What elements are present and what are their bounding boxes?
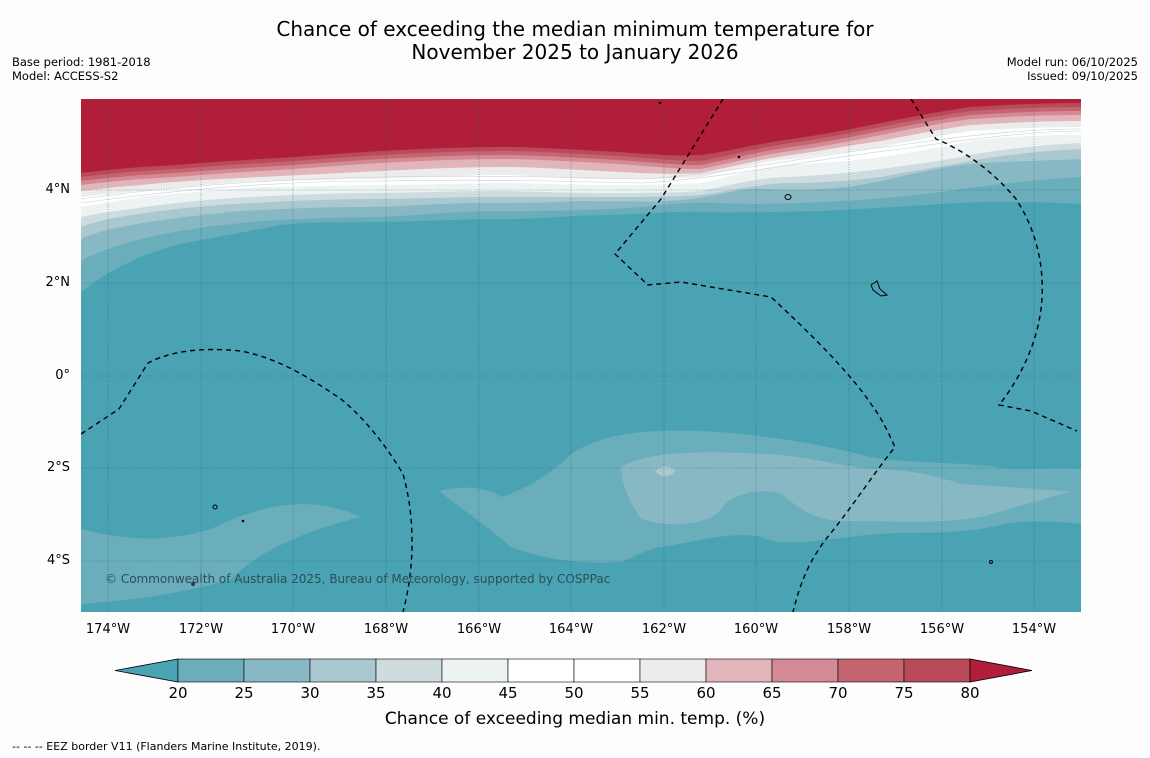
issued-date: Issued: 09/10/2025 xyxy=(1027,69,1138,83)
lon-label-174W: 174°W xyxy=(85,622,131,637)
colorbar-tick-40: 40 xyxy=(432,684,452,702)
island-c xyxy=(212,504,218,510)
south-patch-central xyxy=(439,430,1081,563)
footnote-eez: -- -- -- EEZ border V11 (Flanders Marine… xyxy=(12,740,321,753)
lon-label-170W: 170°W xyxy=(270,622,316,637)
island-d xyxy=(989,560,993,564)
lat-label-2S: 2°S xyxy=(46,460,70,475)
islands xyxy=(191,101,993,586)
island-f xyxy=(658,101,662,105)
colorbar-tick-80: 80 xyxy=(960,684,980,702)
island-a xyxy=(784,194,792,200)
colorbar-swatch-30 xyxy=(309,658,377,683)
south-patch-spot xyxy=(655,466,675,477)
colorbar-tick-30: 30 xyxy=(300,684,320,702)
colorbar-swatch-45 xyxy=(507,658,575,683)
colorbar-swatch-60 xyxy=(705,658,773,683)
colorbar xyxy=(114,658,1033,683)
colorbar-tick-65: 65 xyxy=(762,684,782,702)
colorbar-tick-25: 25 xyxy=(234,684,254,702)
lon-label-158W: 158°W xyxy=(826,622,872,637)
lon-label-154W: 154°W xyxy=(1011,622,1057,637)
lat-label-4N: 4°N xyxy=(45,182,71,197)
colorbar-swatch-65 xyxy=(771,658,839,683)
colorbar-tick-60: 60 xyxy=(696,684,716,702)
colorbar-swatch-20 xyxy=(177,658,245,683)
meta-right: Model run: 06/10/2025 Issued: 09/10/2025 xyxy=(1007,55,1138,83)
lon-label-164W: 164°W xyxy=(548,622,594,637)
colorbar-tick-45: 45 xyxy=(498,684,518,702)
eez-border-north xyxy=(614,99,896,612)
graticule xyxy=(81,99,1081,612)
meta-left: Base period: 1981-2018 Model: ACCESS-S2 xyxy=(12,55,151,83)
model-run: Model run: 06/10/2025 xyxy=(1006,55,1138,69)
band-80-plus xyxy=(81,99,1081,173)
eez-border-east xyxy=(910,99,1078,432)
colorbar-under-arrow xyxy=(114,658,179,683)
colorbar-tick-70: 70 xyxy=(828,684,848,702)
lon-label-166W: 166°W xyxy=(456,622,502,637)
island-e xyxy=(241,519,245,523)
lat-label-2N: 2°N xyxy=(45,275,71,290)
colorbar-title: Chance of exceeding median min. temp. (%… xyxy=(384,709,766,729)
south-patch-west xyxy=(81,504,361,604)
eez-borders xyxy=(81,99,1078,612)
colorbar-swatch-35 xyxy=(375,658,443,683)
lon-label-172W: 172°W xyxy=(178,622,224,637)
chart-title: Chance of exceeding the median minimum t… xyxy=(0,18,1150,64)
credit-text: © Commonwealth of Australia 2025, Bureau… xyxy=(105,572,611,586)
lon-label-162W: 162°W xyxy=(641,622,687,637)
island-g xyxy=(737,155,741,159)
title-line-1: Chance of exceeding the median minimum t… xyxy=(276,17,874,41)
colorbar-swatch-50 xyxy=(573,658,641,683)
lat-label-0: 0° xyxy=(55,368,70,383)
colorbar-tick-55: 55 xyxy=(630,684,650,702)
colorbar-swatch-25 xyxy=(243,658,311,683)
eez-border-west xyxy=(81,348,413,612)
colorbar-swatch-40 xyxy=(441,658,509,683)
colorbar-tick-20: 20 xyxy=(168,684,188,702)
colorbar-tick-50: 50 xyxy=(564,684,584,702)
island-b xyxy=(870,280,889,297)
lon-label-156W: 156°W xyxy=(919,622,965,637)
colorbar-tick-35: 35 xyxy=(366,684,386,702)
colorbar-swatch-70 xyxy=(837,658,905,683)
model-name: Model: ACCESS-S2 xyxy=(12,69,119,83)
colorbar-swatch-75 xyxy=(903,658,971,683)
lat-label-4S: 4°S xyxy=(46,553,70,568)
colorbar-swatch-55 xyxy=(639,658,707,683)
colorbar-over-arrow xyxy=(969,658,1033,683)
lon-label-168W: 168°W xyxy=(363,622,409,637)
island-h xyxy=(191,582,195,586)
colorbar-tick-75: 75 xyxy=(894,684,914,702)
base-period: Base period: 1981-2018 xyxy=(12,55,151,69)
map-panel xyxy=(81,99,1081,612)
lon-label-160W: 160°W xyxy=(733,622,779,637)
title-line-2: November 2025 to January 2026 xyxy=(411,40,739,64)
south-patch-central-inner xyxy=(621,452,1071,525)
